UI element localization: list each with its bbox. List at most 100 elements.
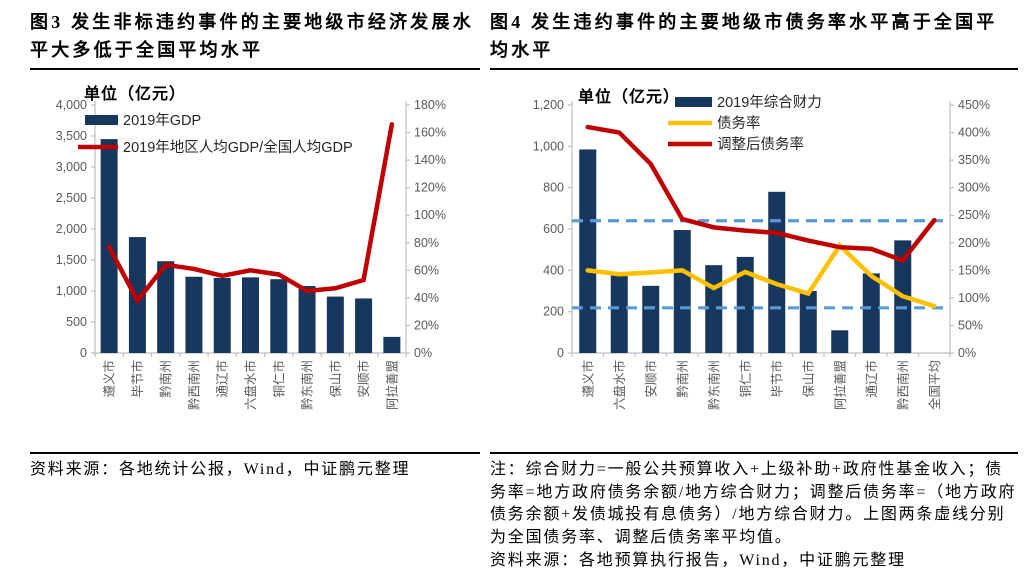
category-label: 毕节市 [130, 360, 145, 398]
category-label: 黔东南州 [300, 360, 315, 410]
bar [270, 279, 288, 353]
figure4-chart: 0 200 400 600 800 1,000 1,200 0% 50% 100% 150% 200%… [533, 87, 990, 410]
right-axis-tick-label: 0% [958, 346, 976, 360]
legend-swatch [85, 114, 118, 125]
figure4-source: 资料来源：各地预算执行报告，Wind，中证鹏元整理 [490, 551, 906, 569]
category-label: 黔南州 [158, 360, 173, 398]
left-axis-tick-label: 1,000 [56, 284, 87, 298]
left-axis-tick-label: 1,500 [56, 253, 87, 267]
category-label: 阿拉善盟 [832, 360, 847, 410]
category-label: 遵义市 [580, 360, 595, 398]
left-axis-tick-label: 500 [66, 315, 87, 329]
bar [736, 256, 754, 353]
unit-label: 单位（亿元） [578, 87, 680, 106]
category-label: 黔西南州 [895, 360, 910, 410]
category-label: 遵义市 [102, 360, 117, 398]
legend-label: 2019年综合财力 [717, 94, 822, 111]
left-axis-tick-label: 2,500 [56, 191, 87, 205]
right-axis-tick-label: 50% [958, 318, 983, 332]
legend-swatch [675, 96, 712, 107]
legend-label: 2019年GDP [123, 112, 201, 129]
bar [383, 336, 401, 353]
bar [213, 277, 231, 353]
right-axis-tick-label: 250% [958, 208, 990, 222]
left-axis-tick-label: 3,500 [56, 129, 87, 143]
left-axis-tick-label: 1,200 [533, 98, 564, 112]
right-axis-tick-label: 140% [414, 153, 446, 167]
category-label: 安顺市 [356, 360, 371, 398]
figure4-title: 图4 发生违约事件的主要地级市债务率水平高于全国平均水平 [490, 8, 1018, 70]
right-axis-tick-label: 100% [414, 208, 446, 222]
bar [355, 298, 373, 353]
left-axis-tick-label: 3,000 [56, 160, 87, 174]
right-axis-tick-label: 40% [414, 291, 439, 305]
bar [768, 191, 786, 353]
right-axis-tick-label: 400% [958, 125, 990, 139]
category-label: 黔南州 [675, 360, 690, 398]
left-axis-tick-label: 4,000 [56, 98, 87, 112]
data-line [106, 121, 395, 305]
bar [799, 290, 817, 353]
bar [862, 273, 880, 353]
bar [579, 149, 597, 353]
figure3-chart: 0 500 1,000 1,500 2,000 2,500 3,000 3,500 4,000 0… [56, 84, 446, 410]
figure4-panel: 图4 发生违约事件的主要地级市债务率水平高于全国平均水平 0 200 400 600 8… [490, 8, 1018, 572]
category-label: 六盘水市 [243, 360, 258, 410]
category-label: 阿拉善盟 [384, 360, 399, 410]
legend-label: 2019年地区人均GDP/全国人均GDP [123, 138, 353, 156]
right-axis-tick-label: 200% [958, 236, 990, 250]
figure3-title: 图3 发生非标违约事件的主要地级市经济发展水平大多低于全国平均水平 [30, 8, 480, 70]
category-label: 铜仁市 [738, 360, 753, 398]
right-axis-tick-label: 160% [414, 125, 446, 139]
category-label: 黔西南州 [186, 360, 201, 410]
bar [326, 296, 344, 353]
right-axis-tick-label: 350% [958, 153, 990, 167]
category-label: 六盘水市 [612, 360, 627, 410]
category-label: 毕节市 [769, 360, 784, 398]
figure3-panel: 图3 发生非标违约事件的主要地级市经济发展水平大多低于全国平均水平 0 500 1,… [30, 8, 480, 482]
right-axis-tick-label: 0% [414, 346, 432, 360]
right-axis-tick-label: 180% [414, 98, 446, 112]
right-axis-tick-label: 100% [958, 291, 990, 305]
left-axis-tick-label: 600 [543, 222, 564, 236]
bar [128, 236, 146, 353]
legend-label: 债务率 [717, 115, 761, 132]
bar [831, 330, 849, 353]
category-label: 黔东南州 [706, 360, 721, 410]
figure4-note: 注：综合财力=一般公共预算收入+上级补助+政府性基金收入；债务率=地方政府债务余… [490, 460, 1017, 547]
category-label: 铜仁市 [271, 360, 286, 398]
right-axis-tick-label: 450% [958, 98, 990, 112]
bar [673, 229, 691, 353]
bar [610, 272, 628, 353]
left-axis-tick-label: 2,000 [56, 222, 87, 236]
bar [642, 285, 660, 353]
figure3-source: 资料来源：各地统计公报，Wind，中证鹏元整理 [30, 460, 411, 478]
right-axis-tick-label: 120% [414, 181, 446, 195]
figure3-footer: 资料来源：各地统计公报，Wind，中证鹏元整理 [30, 451, 480, 482]
bar [185, 276, 203, 353]
right-axis-tick-label: 300% [958, 181, 990, 195]
unit-label: 单位（亿元） [84, 84, 186, 103]
category-label: 保山市 [801, 360, 816, 398]
bar [242, 277, 259, 353]
left-axis-tick-label: 0 [557, 346, 564, 360]
figure4-footer: 注：综合财力=一般公共预算收入+上级补助+政府性基金收入；债务率=地方政府债务余… [490, 451, 1018, 573]
legend-label: 调整后债务率 [717, 136, 804, 153]
data-line [585, 241, 937, 309]
right-axis-tick-label: 80% [414, 236, 439, 250]
right-axis-tick-label: 150% [958, 263, 990, 277]
category-label: 通辽市 [215, 360, 230, 398]
category-label: 全国平均 [927, 360, 942, 410]
bar [157, 261, 175, 353]
left-axis-tick-label: 0 [80, 346, 87, 360]
category-label: 安顺市 [643, 360, 658, 398]
left-axis-tick-label: 1,000 [533, 139, 564, 153]
data-line [585, 124, 937, 263]
left-axis-tick-label: 200 [543, 305, 564, 319]
right-axis-tick-label: 20% [414, 318, 439, 332]
right-axis-tick-label: 60% [414, 263, 439, 277]
bar [298, 285, 316, 353]
left-axis-tick-label: 400 [543, 263, 564, 277]
category-label: 保山市 [328, 360, 343, 398]
